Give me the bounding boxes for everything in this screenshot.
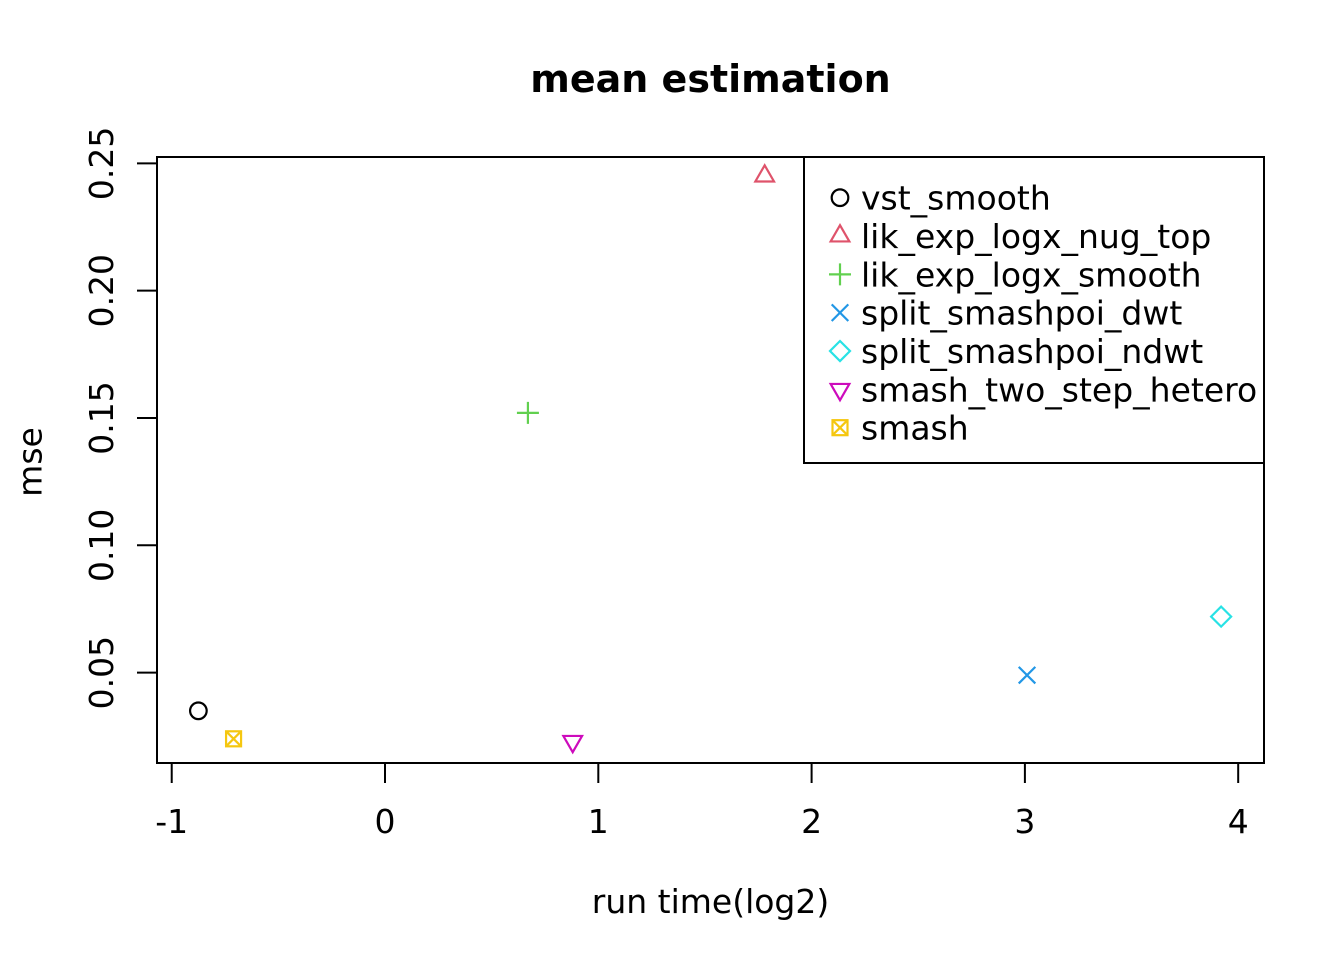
- legend-symbol-split_smashpoi_dwt: [830, 303, 850, 322]
- y-tick-label: 0.05: [82, 636, 121, 709]
- y-tick-label: 0.20: [82, 254, 121, 327]
- data-point-lik_exp_logx_smooth: [516, 401, 539, 424]
- x-axis-label: run time(log2): [591, 882, 830, 921]
- legend-label-smash: smash: [861, 409, 969, 448]
- x-tick-label: 4: [1228, 802, 1249, 841]
- legend-box: [803, 156, 1265, 464]
- chart-title: mean estimation: [530, 57, 891, 101]
- y-tick-label: 0.15: [82, 381, 121, 454]
- x-tick-label: 3: [1014, 802, 1035, 841]
- legend-label-smash_two_step_hetero: smash_two_step_hetero: [861, 370, 1257, 409]
- data-point-lik_exp_logx_nug_top: [753, 163, 776, 183]
- x-tick-label: 1: [588, 802, 609, 841]
- y-tick-label: 0.10: [82, 509, 121, 582]
- legend-symbol-vst_smooth: [830, 188, 850, 208]
- x-tick-label: -1: [155, 802, 188, 841]
- legend-label-split_smashpoi_ndwt: split_smashpoi_ndwt: [861, 332, 1203, 371]
- y-axis-label: mse: [10, 427, 50, 497]
- legend-symbol-lik_exp_logx_nug_top: [828, 223, 852, 243]
- legend-label-lik_exp_logx_nug_top: lik_exp_logx_nug_top: [861, 217, 1211, 256]
- data-point-split_smashpoi_dwt: [1017, 666, 1037, 685]
- data-point-split_smashpoi_ndwt: [1209, 605, 1233, 629]
- legend-symbol-lik_exp_logx_smooth: [829, 263, 851, 286]
- data-point-smash_two_step_hetero: [561, 734, 584, 755]
- legend-label-vst_smooth: vst_smooth: [861, 179, 1051, 218]
- legend-symbol-split_smashpoi_ndwt: [828, 339, 852, 363]
- data-point-vst_smooth: [188, 701, 208, 721]
- legend-symbol-smash: [831, 419, 849, 437]
- y-tick-label: 0.25: [82, 127, 121, 200]
- legend-label-lik_exp_logx_smooth: lik_exp_logx_smooth: [861, 255, 1202, 294]
- data-point-smash: [224, 730, 243, 748]
- x-tick-label: 0: [375, 802, 396, 841]
- x-tick-label: 2: [801, 802, 822, 841]
- legend-symbol-smash_two_step_hetero: [828, 382, 852, 403]
- legend-label-split_smashpoi_dwt: split_smashpoi_dwt: [861, 294, 1182, 333]
